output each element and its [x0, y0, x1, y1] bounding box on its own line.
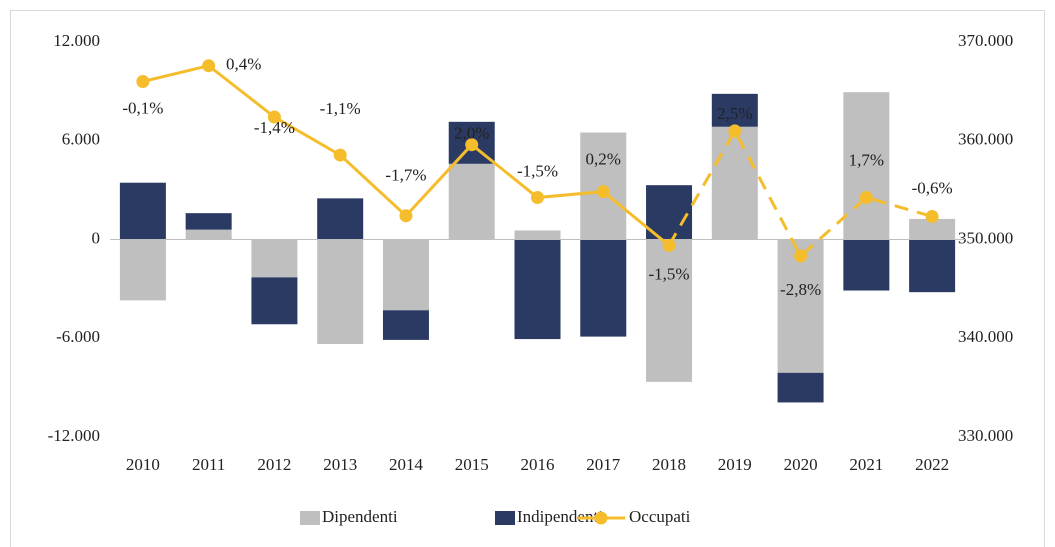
point-label: -1,7%	[385, 166, 426, 185]
x-tick-label: 2011	[192, 455, 225, 474]
line-point	[859, 191, 873, 205]
bar	[646, 239, 693, 382]
bar	[843, 92, 890, 240]
bar	[909, 239, 956, 293]
bar	[185, 229, 232, 240]
point-label: -1,4%	[254, 118, 295, 137]
line-point	[202, 59, 216, 73]
legend-swatch	[594, 511, 608, 525]
point-label: 2,5%	[717, 104, 752, 123]
point-label: -0,6%	[912, 178, 953, 197]
y-tick-label: 6.000	[62, 130, 100, 149]
y2-tick-label: 370.000	[958, 31, 1013, 50]
chart-border	[10, 10, 1045, 547]
bar	[777, 372, 824, 403]
point-label: 0,4%	[226, 55, 261, 74]
line-point	[267, 110, 281, 124]
bar	[646, 185, 693, 240]
point-label: -2,8%	[780, 280, 821, 299]
y-tick-label: 0	[92, 228, 101, 247]
bar	[909, 218, 956, 240]
bar	[514, 230, 561, 240]
x-tick-label: 2016	[521, 455, 555, 474]
line-point	[728, 124, 742, 138]
line-point	[399, 209, 413, 223]
x-tick-label: 2014	[389, 455, 424, 474]
y-tick-label: 12.000	[53, 31, 100, 50]
line	[667, 127, 933, 259]
bar	[119, 182, 166, 240]
x-tick-label: 2013	[323, 455, 357, 474]
line-point	[596, 185, 610, 199]
y2-tick-label: 330.000	[958, 426, 1013, 445]
x-tick-label: 2022	[915, 455, 949, 474]
y2-tick-label: 340.000	[958, 327, 1013, 346]
y2-tick-label: 350.000	[958, 228, 1013, 247]
bar	[317, 239, 364, 345]
y-tick-label: -6.000	[56, 327, 100, 346]
point-label: -1,5%	[517, 161, 558, 180]
x-tick-label: 2020	[784, 455, 818, 474]
x-tick-label: 2019	[718, 455, 752, 474]
bar	[317, 198, 364, 240]
x-tick-label: 2021	[849, 455, 883, 474]
line-point	[333, 148, 347, 162]
point-label: -1,5%	[648, 264, 689, 283]
x-tick-label: 2012	[257, 455, 291, 474]
bar	[382, 239, 429, 311]
bar	[711, 93, 758, 127]
line-point	[662, 238, 676, 252]
line-point	[794, 249, 808, 263]
bar	[448, 163, 495, 240]
bar	[514, 239, 561, 340]
point-label: -1,1%	[320, 99, 361, 118]
x-tick-label: 2018	[652, 455, 686, 474]
legend-label: Indipendenti	[517, 507, 603, 526]
legend-swatch	[495, 511, 515, 525]
bar	[711, 126, 758, 240]
legend-label: Occupati	[629, 507, 691, 526]
point-label: -0,1%	[122, 98, 163, 117]
y-tick-label: -12.000	[48, 426, 100, 445]
line-point	[136, 75, 150, 88]
line-point	[531, 191, 544, 205]
legend-label: Dipendenti	[322, 507, 398, 526]
point-label: 2,0%	[454, 124, 489, 143]
bar	[580, 239, 627, 337]
point-label: 1,7%	[849, 150, 884, 169]
bar	[185, 213, 232, 230]
bar	[251, 277, 298, 325]
line-point	[925, 209, 939, 223]
bar	[843, 239, 890, 291]
bar	[119, 239, 166, 301]
bar	[382, 310, 429, 340]
point-label: 0,2%	[586, 150, 621, 169]
x-tick-label: 2010	[126, 455, 160, 474]
line-point	[465, 138, 479, 152]
x-tick-label: 2017	[586, 455, 621, 474]
x-tick-label: 2015	[455, 455, 489, 474]
y2-tick-label: 360.000	[958, 130, 1013, 149]
bar	[251, 239, 298, 278]
legend-swatch	[300, 511, 320, 525]
